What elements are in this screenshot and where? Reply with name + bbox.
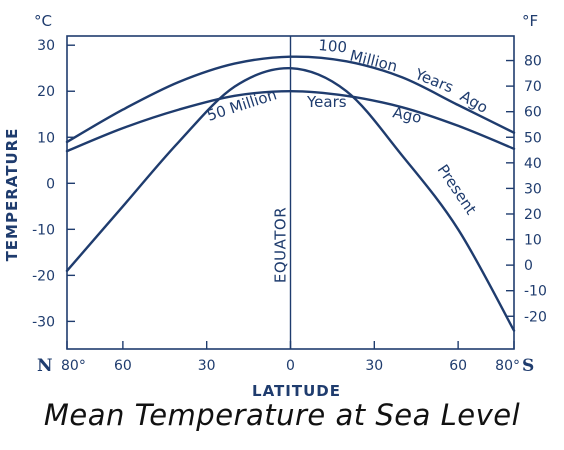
x-axis-title: LATITUDE — [252, 382, 341, 400]
y-right-tick-label: 20 — [524, 207, 542, 223]
x-tick-label: 60 — [114, 358, 132, 374]
series-50-label-word: 50 Million — [205, 85, 279, 124]
y-right-tick-label: 0 — [524, 258, 533, 274]
y-right-tick-label: -10 — [524, 284, 547, 300]
series-50-label-word: Years — [306, 93, 347, 111]
equator-label: EQUATOR — [272, 207, 290, 283]
series-50-million-years-ago-line — [65, 89, 516, 153]
y-left-tick-label: -20 — [32, 268, 55, 284]
x-tick-label: 80° — [495, 358, 520, 374]
unit-right-label: °F — [522, 12, 538, 30]
y-right-tick-label: 80 — [524, 54, 542, 70]
y-right-tick-label: -20 — [524, 309, 547, 325]
y-right-tick-label: 70 — [524, 79, 542, 95]
series-100-million-years-ago-line — [65, 55, 516, 144]
x-tick-label: 80° — [61, 358, 86, 374]
unit-left-label: °C — [34, 12, 52, 30]
y-left-tick-label: -30 — [32, 314, 55, 330]
x-end-label-north: N — [37, 356, 53, 376]
y-right-tick-label: 10 — [524, 233, 542, 249]
y-left-tick-label: -10 — [32, 222, 55, 238]
y-axis-title: TEMPERATURE — [3, 128, 21, 262]
series-present-line — [65, 66, 516, 332]
x-tick-label: 30 — [198, 358, 216, 374]
y-right-tick-label: 50 — [524, 130, 542, 146]
x-tick-label: 30 — [365, 358, 383, 374]
series-100-label-word: 100 — [318, 36, 348, 56]
series-50-label-word: Ago — [391, 103, 423, 127]
series-100-label-word: Million — [348, 46, 399, 75]
x-tick-label: 0 — [286, 358, 295, 374]
x-tick-label: 60 — [449, 358, 467, 374]
y-left-tick-label: 30 — [37, 38, 55, 54]
y-left-tick-label: 0 — [46, 176, 55, 192]
y-right-tick-label: 40 — [524, 156, 542, 172]
y-right-tick-label: 60 — [524, 105, 542, 121]
y-left-tick-label: 20 — [37, 84, 55, 100]
x-end-label-south: S — [522, 356, 534, 376]
y-right-tick-label: 30 — [524, 181, 542, 197]
y-left-tick-label: 10 — [37, 130, 55, 146]
chart-title: Mean Temperature at Sea Level — [43, 398, 521, 432]
series-present-label: Present — [434, 161, 480, 218]
